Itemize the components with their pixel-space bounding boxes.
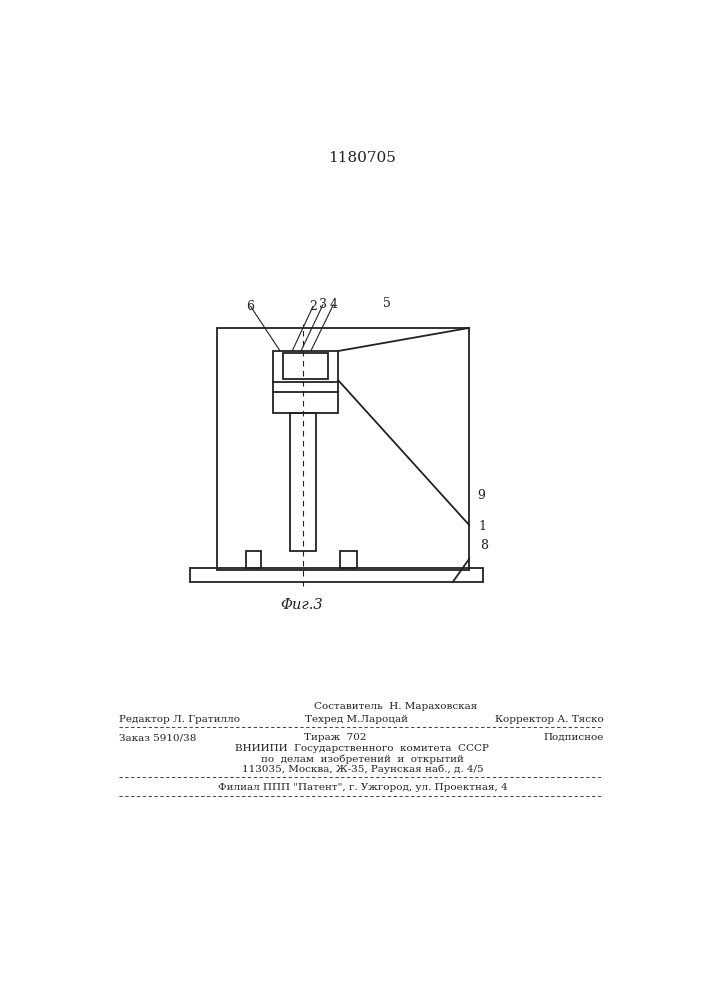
Text: ВНИИПИ  Государственного  комитета  СССР: ВНИИПИ Государственного комитета СССР [235,744,489,753]
Text: по  делам  изобретений  и  открытий: по делам изобретений и открытий [261,754,464,764]
Text: 6: 6 [247,300,255,313]
Text: Редактор Л. Гратилло: Редактор Л. Гратилло [119,715,240,724]
Text: 4: 4 [329,298,337,311]
Text: Подписное: Подписное [543,733,604,742]
Text: Филиал ППП "Патент", г. Ужгород, ул. Проектная, 4: Филиал ППП "Патент", г. Ужгород, ул. Про… [218,783,507,792]
Text: 2: 2 [309,300,317,313]
Text: 5: 5 [383,297,391,310]
Bar [189,568,483,582]
Bar [341,551,357,568]
Text: 1: 1 [479,520,486,533]
Text: 8: 8 [480,539,488,552]
Bar [283,353,328,379]
Text: Техред М.Лароцай: Техред М.Лароцай [305,715,409,724]
Text: 9: 9 [477,489,485,502]
Bar [217,328,469,570]
Text: Φиг.3: Φиг.3 [281,598,323,612]
Text: 113035, Москва, Ж-35, Раунская наб., д. 4/5: 113035, Москва, Ж-35, Раунская наб., д. … [242,764,483,774]
Text: 3: 3 [319,298,327,311]
Bar [290,413,316,551]
Bar [245,551,261,568]
Text: Корректор А. Тяско: Корректор А. Тяско [495,715,604,724]
Text: Составитель  Н. Мараховская: Составитель Н. Мараховская [314,702,477,711]
Text: Заказ 5910/38: Заказ 5910/38 [119,733,196,742]
Text: Тираж  702: Тираж 702 [304,733,366,742]
Bar [273,351,338,413]
Text: 1180705: 1180705 [328,151,397,165]
